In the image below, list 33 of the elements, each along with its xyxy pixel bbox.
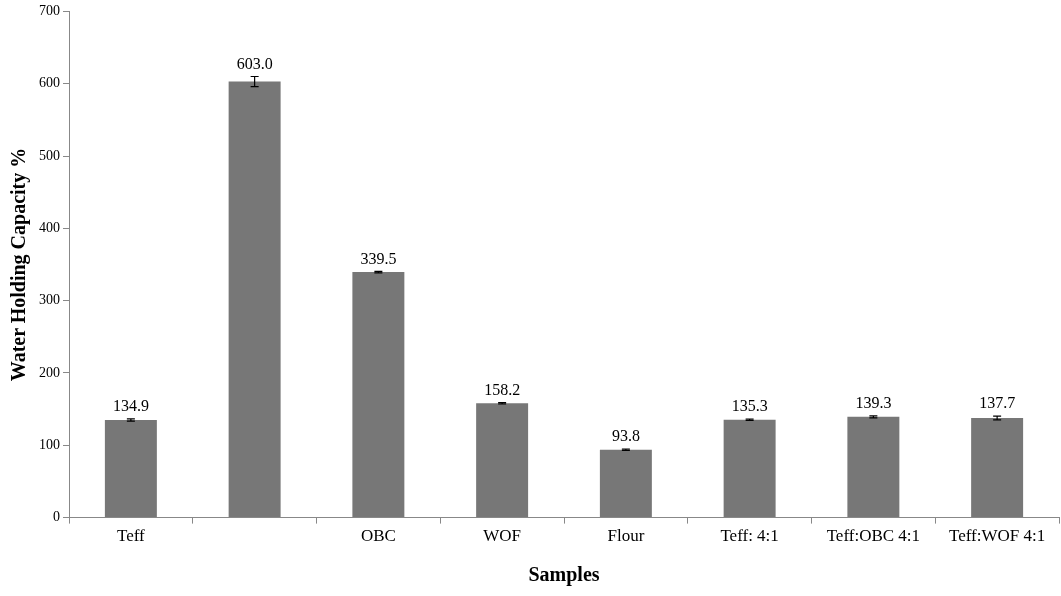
data-label: 603.0 <box>236 54 273 72</box>
x-tick-label: Teff <box>116 526 146 546</box>
y-axis-title: Water Holding Capacity % <box>7 147 31 382</box>
y-tick-label: 700 <box>39 3 60 19</box>
y-tick-label: 0 <box>53 509 60 525</box>
bar <box>476 403 529 518</box>
x-tick-label: OBC <box>360 526 396 546</box>
data-label: 139.3 <box>855 393 892 411</box>
x-tick-label: Teff: 4:1 <box>720 526 779 546</box>
data-label: 135.3 <box>731 397 768 415</box>
bar <box>723 419 776 518</box>
x-tick-label: Teff:WOF 4:1 <box>949 526 1046 546</box>
y-tick-label: 500 <box>39 147 60 163</box>
bar <box>847 416 900 518</box>
data-label: 158.2 <box>484 380 521 398</box>
y-tick-label: 400 <box>39 220 60 236</box>
y-tick-label: 100 <box>39 436 60 452</box>
bar <box>104 420 157 518</box>
y-tick-label: 600 <box>39 75 60 91</box>
bar <box>971 418 1024 518</box>
data-label: 137.7 <box>979 394 1016 412</box>
x-tick-label: WOF <box>483 526 522 546</box>
data-label: 93.8 <box>611 427 640 445</box>
data-label: 134.9 <box>112 397 149 415</box>
y-tick-label: 200 <box>39 364 60 380</box>
x-tick-label: Teff:OBC 4:1 <box>826 526 921 546</box>
x-axis-title: Samples <box>528 563 600 587</box>
bar <box>599 449 652 518</box>
bar <box>228 81 281 518</box>
y-tick-label: 300 <box>39 292 60 308</box>
x-tick-label: Flour <box>607 526 645 546</box>
bar <box>352 272 405 518</box>
data-label: 339.5 <box>360 249 397 267</box>
